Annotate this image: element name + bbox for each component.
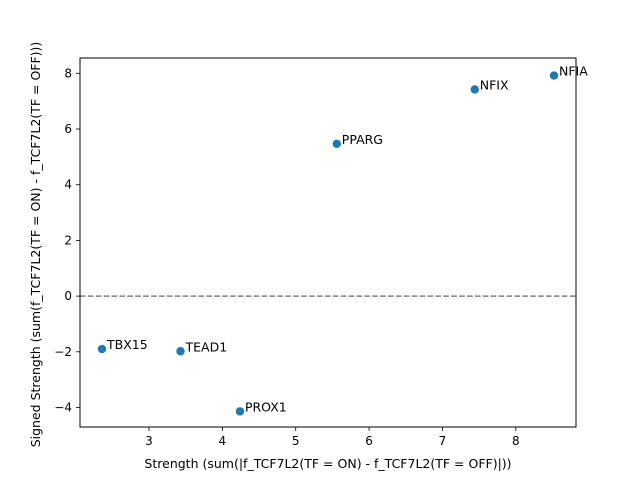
x-tick-label: 6 [365,434,373,448]
x-tick-label: 3 [145,434,153,448]
y-axis-ticks: −4 −2 0 2 4 6 8 [54,66,80,415]
data-point-prox1 [235,407,245,416]
point-label-nfix: NFIX [480,77,509,92]
data-point-pparg [332,139,342,148]
y-axis-label: Signed Strength (sum(f_TCF7L2(TF = ON) -… [28,42,43,448]
data-point-nfia [549,71,559,80]
plot-frame [79,57,577,428]
y-tick-label: 2 [64,233,72,247]
point-label-tead1: TEAD1 [185,339,228,354]
y-tick-label: 6 [64,122,72,136]
x-tick-label: 5 [292,434,300,448]
point-label-pparg: PPARG [342,132,383,147]
x-tick-label: 7 [439,434,447,448]
point-label-tbx15: TBX15 [106,337,148,352]
point-label-nfia: NFIA [559,64,588,79]
plot-content: NFIA NFIX PPARG TBX15 TEAD1 PROX1 [80,64,588,416]
y-tick-label: −4 [54,401,72,415]
y-tick-label: 4 [64,178,72,192]
y-tick-label: 8 [64,66,72,80]
x-axis-label: Strength (sum(|f_TCF7L2(TF = ON) - f_TCF… [144,456,511,471]
y-tick-label: 0 [64,289,72,303]
x-tick-label: 8 [512,434,520,448]
data-point-tead1 [176,347,185,356]
point-label-prox1: PROX1 [245,399,287,414]
data-point-tbx15 [97,344,107,354]
data-point-nfix [470,85,479,94]
x-tick-label: 4 [219,434,227,448]
x-axis-ticks: 3 4 5 6 7 8 [145,427,520,448]
y-tick-label: −2 [54,345,72,359]
